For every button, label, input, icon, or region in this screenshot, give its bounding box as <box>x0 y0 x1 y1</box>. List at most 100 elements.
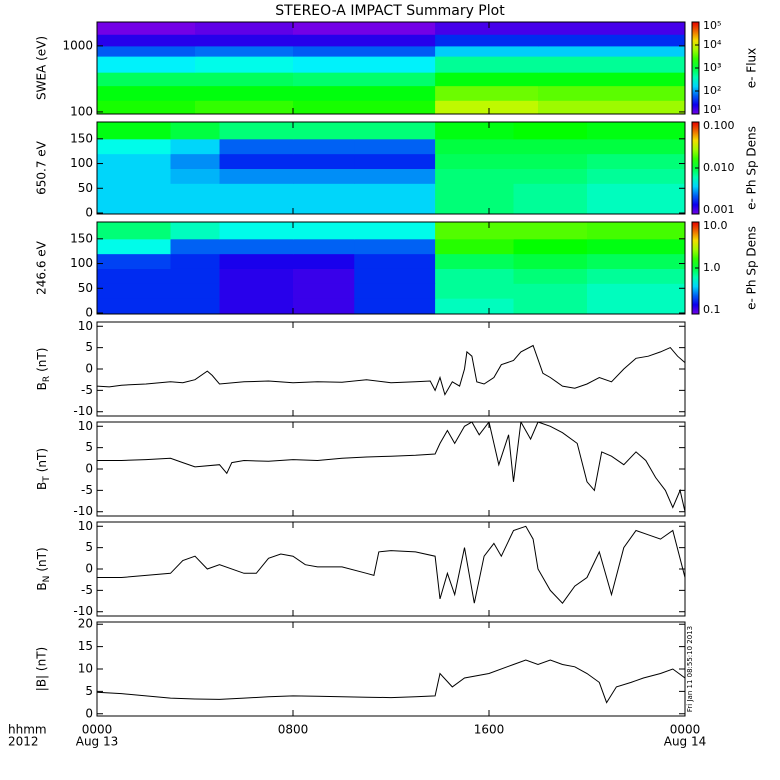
heatmap-cell <box>538 22 685 35</box>
heatmap-cell <box>293 283 355 299</box>
heatmap-cell <box>435 268 514 284</box>
heatmap-cell <box>97 72 196 87</box>
label-unit: (nT) <box>35 348 49 372</box>
y-axis-label: BR (nT) <box>35 348 52 391</box>
heatmap-cell <box>219 153 294 169</box>
panel-frame <box>96 121 686 215</box>
x-row-label: 2012 <box>8 735 39 749</box>
heatmap-cell <box>293 198 355 214</box>
colorbar-tick-label: 0.1 <box>703 303 721 316</box>
y-tick-label: 5 <box>85 340 93 354</box>
y-tick-label: 10 <box>78 419 93 433</box>
heatmap-cell <box>587 138 685 155</box>
heatmap-cell <box>513 268 588 284</box>
heatmap-cell <box>435 222 514 240</box>
heatmap-cell <box>293 168 355 184</box>
y-tick-label: 0 <box>85 462 93 476</box>
y-axis-label: 246.6 eV <box>35 240 49 295</box>
y-tick-label: 0 <box>85 206 93 220</box>
heatmap-cell <box>293 85 436 101</box>
heatmap-cell <box>97 268 171 284</box>
heatmap-cell <box>219 168 294 184</box>
y-axis-label: 650.7 eV <box>35 140 49 195</box>
heatmap-cell <box>513 138 588 155</box>
heatmap-cell <box>293 22 436 35</box>
heatmap-cell <box>170 283 220 299</box>
timestamp: Fri Jan 11 08:55:10 2013 <box>686 626 694 712</box>
label-unit: (nT) <box>35 547 49 571</box>
heatmap-cell <box>513 253 588 269</box>
heatmap-cell <box>513 222 588 240</box>
heatmap-cell <box>435 22 539 35</box>
data-line <box>97 344 685 396</box>
date-label: Aug 14 <box>664 735 707 749</box>
y-tick-label: 5 <box>85 440 93 454</box>
heatmap-cell <box>293 238 355 255</box>
heatmap-cell <box>435 238 514 255</box>
y-tick-label: 150 <box>70 231 93 245</box>
heatmap-cell <box>513 153 588 169</box>
heatmap-cell <box>170 238 220 255</box>
heatmap-cell <box>435 100 539 114</box>
heatmap-cell <box>293 56 436 73</box>
heatmap-cell <box>97 45 196 57</box>
heatmap-cell <box>293 222 355 240</box>
heatmap-cell <box>293 100 436 114</box>
y-tick-label: 5 <box>85 684 93 698</box>
heatmap-cell <box>354 183 436 199</box>
heatmap-cell <box>219 222 294 240</box>
heatmap-cell <box>170 298 220 314</box>
heatmap-cell <box>587 283 685 299</box>
colorbar-label: e- Flux <box>745 48 759 88</box>
panel <box>97 659 685 704</box>
colorbar-tick-label: 10³ <box>703 61 721 74</box>
heatmap-cell <box>513 183 588 199</box>
heatmap-cell <box>354 253 436 269</box>
panel <box>97 344 685 396</box>
heatmap-cell <box>513 168 588 184</box>
y-tick-label: -5 <box>81 483 93 497</box>
heatmap-cell <box>97 238 171 255</box>
heatmap-cell <box>354 153 436 169</box>
heatmap-cell <box>435 183 514 199</box>
data-line <box>97 422 685 512</box>
heatmap-cell <box>435 56 539 73</box>
heatmap-cell <box>538 34 685 47</box>
heatmap-cell <box>354 298 436 314</box>
heatmap-cell <box>293 298 355 314</box>
heatmap-cell <box>435 253 514 269</box>
panel <box>97 422 685 512</box>
heatmap-cell <box>195 100 294 114</box>
heatmap-cell <box>293 72 436 87</box>
heatmap-cell <box>219 298 294 314</box>
y-tick-label: 15 <box>78 639 93 653</box>
heatmap-cell <box>219 138 294 155</box>
heatmap-cell <box>97 253 171 269</box>
heatmap-cell <box>195 45 294 57</box>
heatmap-cell <box>219 253 294 269</box>
heatmap-cell <box>587 268 685 284</box>
y-tick-label: 150 <box>70 131 93 145</box>
data-line <box>97 659 685 704</box>
heatmap-cell <box>170 153 220 169</box>
label-sub: T <box>42 476 52 483</box>
y-tick-label: 50 <box>78 281 93 295</box>
heatmap-cell <box>587 198 685 214</box>
y-tick-label: -10 <box>73 504 93 518</box>
colorbar-label: e- Ph Sp Dens <box>745 126 759 210</box>
plot-title: STEREO-A IMPACT Summary Plot <box>275 3 505 19</box>
panel <box>97 525 685 604</box>
heatmap-cell <box>97 283 171 299</box>
heatmap-cell <box>293 34 436 47</box>
heatmap-cell <box>293 253 355 269</box>
heatmap-cell <box>293 153 355 169</box>
heatmap-cell <box>97 153 171 169</box>
heatmap-cell <box>219 183 294 199</box>
heatmap-cell <box>354 283 436 299</box>
panel <box>97 122 685 214</box>
heatmap-cell <box>435 198 514 214</box>
colorbar-tick-label: 10² <box>703 84 721 97</box>
heatmap-cell <box>587 168 685 184</box>
y-tick-label: -10 <box>73 604 93 618</box>
y-tick-label: 100 <box>70 104 93 118</box>
